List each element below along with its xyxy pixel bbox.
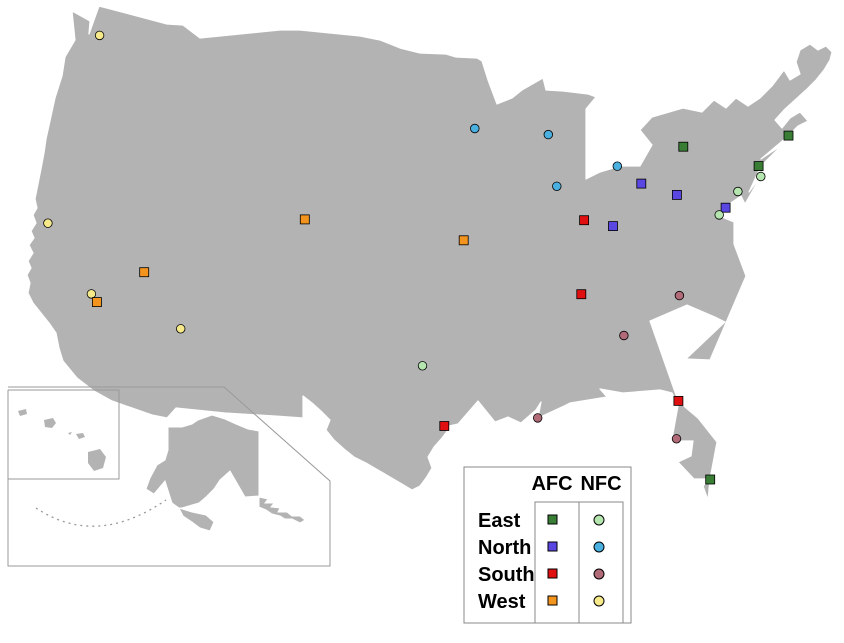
svg-text:West: West — [478, 591, 526, 613]
svg-text:East: East — [478, 510, 521, 532]
svg-text:North: North — [478, 537, 531, 559]
svg-text:NFC: NFC — [580, 473, 621, 495]
svg-text:South: South — [478, 564, 535, 586]
svg-text:AFC: AFC — [531, 473, 572, 495]
